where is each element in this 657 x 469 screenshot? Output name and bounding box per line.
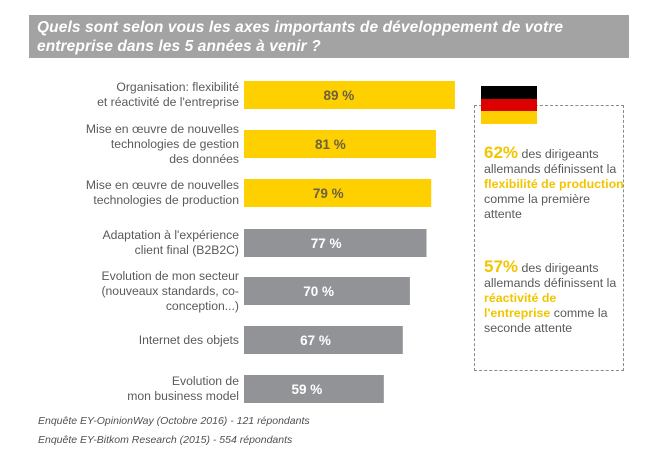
category-label-line: Adaptation à l'expérience xyxy=(102,228,240,242)
callout-text: comme la seconde attente xyxy=(484,306,608,335)
callout-highlight: réactivité de l'entreprise xyxy=(484,291,557,320)
bar-value-label: 59 % xyxy=(292,382,323,397)
category-label-line: mon business model xyxy=(127,389,239,403)
category-label-line: Internet des objets xyxy=(138,332,239,347)
bar xyxy=(244,81,455,109)
category-label-line: et réactivité de l'entreprise xyxy=(97,95,239,109)
category-label-line: (nouveaux standards, co- xyxy=(101,283,239,298)
flag-stripe-black xyxy=(481,86,537,99)
callout-note-2: 57% des dirigeants allemands définissent… xyxy=(484,257,624,336)
category-label-line: technologies de gestion xyxy=(110,136,239,151)
category-label: Mise en œuvre de nouvelles technologies d… xyxy=(86,178,239,208)
category-label-line: Organisation: flexibilité xyxy=(116,80,239,94)
germany-callout-box xyxy=(474,105,624,371)
callout-text: des dirigeants allemands définissent la xyxy=(484,147,617,176)
bar xyxy=(244,277,410,305)
bar xyxy=(244,179,432,207)
category-label-line: Evolution de xyxy=(171,374,239,388)
bar-value-label: 89 % xyxy=(324,88,355,103)
category-label-line: Mise en œuvre de nouvelles xyxy=(85,178,239,192)
germany-flag-icon xyxy=(481,86,537,124)
callout-highlight: flexibilité de production xyxy=(484,177,624,191)
category-label-line: Mise en œuvre de nouvelles xyxy=(85,121,239,136)
source-line-2: Enquête EY-Bitkom Research (2015) - 554 … xyxy=(38,434,293,446)
bar xyxy=(244,326,403,354)
category-label-line: client final (B2B2C) xyxy=(134,243,239,257)
category-label: Adaptation à l'expérience client final (B… xyxy=(103,228,240,258)
category-label-line: conception...) xyxy=(165,298,239,313)
source-line-1: Enquête EY-OpinionWay (Octobre 2016) - 1… xyxy=(38,415,310,427)
flag-stripe-gold xyxy=(481,111,537,124)
chart-title-line-2: entreprise dans les 5 années à venir ? xyxy=(37,38,321,55)
callout-text: comme la première attente xyxy=(484,192,591,221)
bar-value-label: 70 % xyxy=(303,284,334,299)
category-label-line: des données xyxy=(169,151,239,166)
chart-title: Quels sont selon vous les axes important… xyxy=(29,15,629,58)
category-label: Organisation: flexibilité et réactivité d… xyxy=(97,80,239,110)
bar-value-label: 81 % xyxy=(315,137,346,152)
bar xyxy=(244,229,427,257)
bar xyxy=(244,375,384,403)
category-label: Internet des objets xyxy=(139,333,239,348)
bar-value-label: 79 % xyxy=(313,186,344,201)
bar-value-label: 77 % xyxy=(311,236,342,251)
chart-title-line-1: Quels sont selon vous les axes important… xyxy=(37,19,564,36)
callout-stat: 57% xyxy=(484,257,519,276)
callout-stat: 62% xyxy=(484,143,519,162)
bar-value-label: 67 % xyxy=(300,333,331,348)
flag-stripe-red xyxy=(481,98,537,112)
category-label: Evolution de mon business model xyxy=(127,374,239,404)
category-label-line: Evolution de mon secteur xyxy=(101,268,239,283)
category-label-line: technologies de production xyxy=(93,193,239,207)
bar xyxy=(244,130,436,158)
category-label: Evolution de mon secteur (nouveaux standa… xyxy=(101,269,239,314)
callout-note-1: 62% des dirigeants allemands définissent… xyxy=(484,143,624,222)
callout-text: des dirigeants allemands définissent la xyxy=(484,261,617,290)
category-label: Mise en œuvre de nouvelles technologies d… xyxy=(86,122,239,167)
